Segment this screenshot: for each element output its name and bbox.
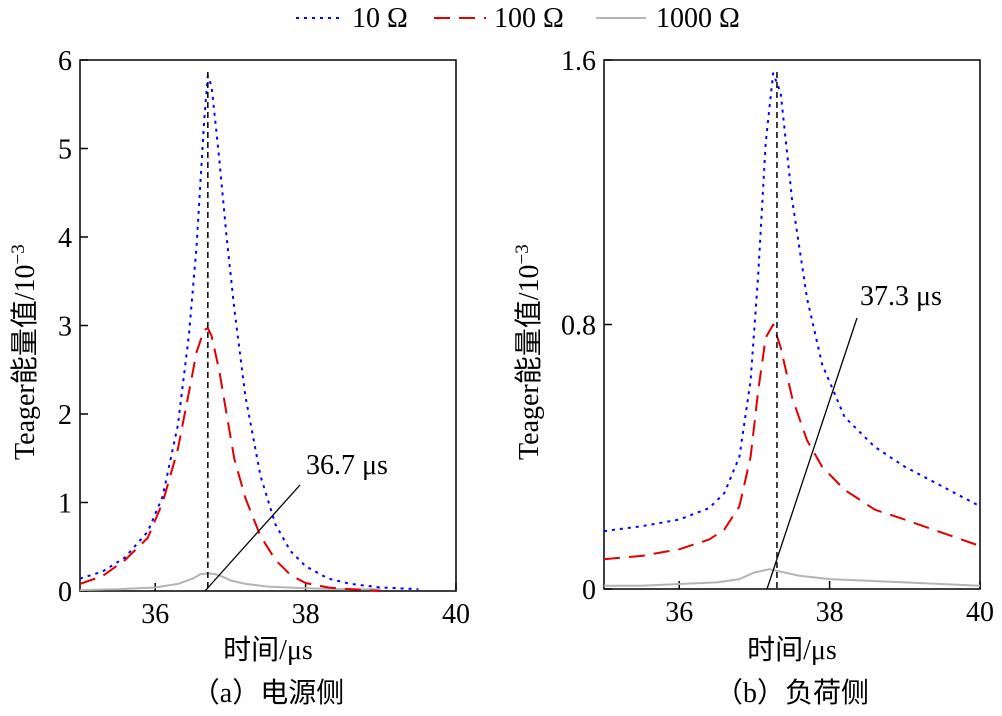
panel-a-x-tick-label: 36 — [141, 599, 169, 630]
panel-a: 0 1 2 3 4 5 6 36 38 40 36.7 μs Teager能量值/10−3 时间… — [8, 46, 470, 709]
panel-a-series-10-ohm-line — [79, 74, 419, 591]
panel-a-y-label-exponent: −3 — [8, 244, 29, 264]
panel-b-annotation: 37.3 μs — [860, 281, 942, 312]
legend-label-1000-ohm: 1000 Ω — [656, 3, 740, 34]
panel-a-annotation-leader — [204, 484, 301, 592]
panel-a-x-tick-label: 40 — [442, 599, 470, 630]
legend-label-10-ohm: 10 Ω — [352, 3, 408, 34]
panel-b-x-tick-label: 36 — [665, 597, 693, 628]
panel-a-y-axis-title: Teager能量值/10−3 — [8, 244, 41, 460]
legend-item-10-ohm: 10 Ω — [296, 3, 408, 34]
legend-item-1000-ohm: 1000 Ω — [596, 3, 740, 34]
panel-b-x-axis-title: 时间/μs — [747, 634, 837, 666]
panel-b-y-label-exponent: −3 — [512, 244, 533, 264]
legend-label-100-ohm: 100 Ω — [494, 3, 564, 34]
panel-b-frame — [603, 59, 981, 590]
panel-a-caption: （a）电源侧 — [192, 677, 344, 709]
panel-b-y-ticks: 0 0.8 1.6 — [561, 46, 612, 606]
legend-item-100-ohm: 100 Ω — [434, 3, 564, 34]
panel-a-x-ticks: 36 38 40 — [141, 583, 470, 630]
panel-a-x-tick-label: 38 — [292, 599, 320, 630]
panel-b-series-10-ohm-line — [603, 72, 981, 533]
panel-a-y-tick-label: 0 — [58, 577, 72, 608]
panel-b-x-tick-label: 38 — [816, 597, 844, 628]
legend: 10 Ω 100 Ω 1000 Ω — [296, 3, 740, 34]
panel-b-y-tick-label: 0 — [582, 575, 596, 606]
panel-b-caption: （b）负荷侧 — [715, 677, 869, 709]
panel-a-y-tick-label: 5 — [58, 135, 72, 166]
panel-b-y-label-text: Teager能量值/10 — [513, 264, 545, 460]
panel-b-y-axis-title: Teager能量值/10−3 — [512, 244, 545, 460]
panel-a-series — [79, 74, 419, 592]
panel-b-x-ticks: 36 38 40 — [665, 581, 994, 628]
panel-a-y-tick-label: 3 — [58, 312, 72, 343]
panel-a-y-label-text: Teager能量值/10 — [9, 264, 41, 460]
panel-b-series — [603, 72, 981, 587]
panel-a-y-tick-label: 2 — [58, 400, 72, 431]
panel-a-y-tick-label: 6 — [58, 46, 72, 77]
panel-a-series-1000-ohm-line — [79, 572, 381, 592]
panel-b-series-100-ohm-line — [603, 323, 981, 561]
panel-b-annotation-leader — [766, 317, 858, 590]
panel-b-y-tick-label: 1.6 — [561, 46, 596, 77]
panel-a-x-axis-title: 时间/μs — [223, 634, 313, 666]
panel-a-y-tick-label: 4 — [58, 223, 72, 254]
panel-a-y-tick-label: 1 — [58, 489, 72, 520]
panel-a-annotation: 36.7 μs — [306, 450, 388, 481]
panel-a-series-100-ohm-line — [79, 327, 381, 592]
panel-b: 0 0.8 1.6 36 38 40 37.3 μs Teager能量值/10−3 时间… — [512, 46, 994, 709]
panel-b-series-1000-ohm-line — [604, 568, 981, 587]
panel-a-frame — [79, 59, 457, 592]
panel-b-y-tick-label: 0.8 — [561, 311, 596, 342]
panel-a-y-ticks: 0 1 2 3 4 5 6 — [58, 46, 88, 608]
panel-b-x-tick-label: 40 — [966, 597, 994, 628]
